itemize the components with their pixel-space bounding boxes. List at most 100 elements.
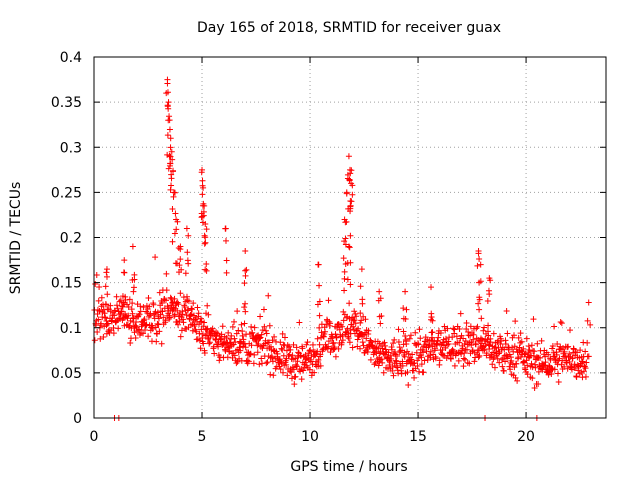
data-point (202, 266, 209, 273)
data-point (491, 364, 498, 371)
data-point (349, 344, 356, 351)
data-point (509, 344, 516, 351)
data-point (242, 308, 249, 315)
data-point (158, 340, 165, 347)
data-point (333, 334, 340, 341)
data-point (456, 339, 463, 346)
data-point (549, 342, 556, 349)
data-point (508, 357, 515, 364)
data-point (243, 266, 250, 273)
data-point (171, 189, 178, 196)
data-point (175, 321, 182, 328)
data-point (169, 238, 176, 245)
data-point (154, 320, 161, 327)
data-point (223, 257, 230, 264)
data-point (204, 325, 211, 332)
data-point (184, 249, 191, 256)
data-point (245, 358, 252, 365)
data-point (201, 202, 208, 209)
data-point (349, 191, 356, 198)
data-point (316, 341, 323, 348)
data-point (116, 298, 123, 305)
data-point (206, 339, 213, 346)
data-point (584, 317, 591, 324)
data-point (110, 330, 117, 337)
data-point (487, 277, 494, 284)
data-point (150, 301, 157, 308)
data-point (203, 267, 210, 274)
data-point (545, 371, 552, 378)
data-point (311, 369, 318, 376)
data-point (460, 363, 467, 370)
data-point (459, 345, 466, 352)
data-point (379, 359, 386, 366)
data-point (502, 341, 509, 348)
data-point (515, 334, 522, 341)
data-point (277, 366, 284, 373)
data-point (166, 314, 173, 321)
data-point (455, 357, 462, 364)
data-point (567, 327, 574, 334)
data-point (449, 334, 456, 341)
data-point (507, 366, 514, 373)
data-point (280, 369, 287, 376)
data-point (339, 337, 346, 344)
data-point (129, 300, 136, 307)
data-point (164, 80, 171, 87)
data-point (176, 262, 183, 269)
data-point (359, 339, 366, 346)
data-point (528, 342, 535, 349)
data-point (250, 360, 257, 367)
data-point (284, 372, 291, 379)
data-point (113, 293, 120, 300)
data-point (290, 341, 297, 348)
data-point (484, 336, 491, 343)
data-point (476, 256, 483, 263)
data-point (342, 241, 349, 248)
data-point (456, 326, 463, 333)
data-point (484, 298, 491, 305)
data-point (407, 332, 414, 339)
data-point (494, 355, 501, 362)
data-point (140, 330, 147, 337)
data-point (463, 346, 470, 353)
data-point (130, 288, 137, 295)
data-point (457, 310, 464, 317)
data-point (392, 357, 399, 364)
data-point (362, 316, 369, 323)
data-point (560, 345, 567, 352)
data-point (519, 359, 526, 366)
data-point (439, 346, 446, 353)
data-point (492, 344, 499, 351)
data-point (113, 318, 120, 325)
data-point (386, 359, 393, 366)
data-point (522, 366, 529, 373)
data-point (553, 351, 560, 358)
data-point (153, 338, 160, 345)
data-point (162, 317, 169, 324)
data-point (225, 329, 232, 336)
data-point (96, 308, 103, 315)
data-point (405, 381, 412, 388)
data-point (103, 269, 110, 276)
data-point (485, 322, 492, 329)
data-point (271, 333, 278, 340)
data-point (513, 360, 520, 367)
data-point (300, 367, 307, 374)
data-point (291, 381, 298, 388)
data-point (490, 330, 497, 337)
data-point (371, 361, 378, 368)
data-point (169, 299, 176, 306)
data-point (173, 226, 180, 233)
data-point (563, 359, 570, 366)
data-point (103, 273, 110, 280)
data-point (266, 339, 273, 346)
data-point (203, 260, 210, 267)
data-point (288, 369, 295, 376)
data-point (257, 313, 264, 320)
y-tick-label: 0.05 (51, 366, 82, 382)
data-point (411, 374, 418, 381)
data-point (167, 294, 174, 301)
data-point (363, 335, 370, 342)
data-point (485, 332, 492, 339)
